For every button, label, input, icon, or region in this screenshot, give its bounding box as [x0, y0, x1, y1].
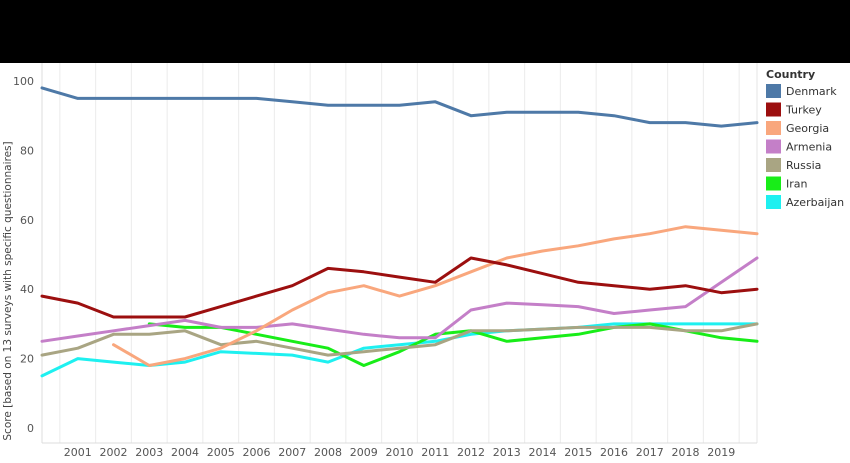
- line-chart: 0 20 40 60 80 100 2001 2002 2003 2004 2005 2006 2007…: [2, 63, 844, 459]
- legend-swatch-azerbaijan: [766, 195, 781, 209]
- series-line-russia[interactable]: [40, 322, 759, 357]
- x-tick-label: 2003: [135, 446, 163, 459]
- x-tick-label: 2014: [529, 446, 557, 459]
- x-tick-label: 2013: [493, 446, 521, 459]
- x-tick-label: 2006: [243, 446, 271, 459]
- series-line-georgia[interactable]: [112, 225, 759, 367]
- legend-swatch-iran: [766, 176, 781, 191]
- series-line-turkey[interactable]: [40, 256, 759, 319]
- legend-swatch-armenia: [766, 139, 781, 154]
- x-tick-label: 2005: [207, 446, 235, 459]
- legend-label-georgia: Georgia: [786, 122, 829, 135]
- x-tick-label: 2015: [564, 446, 592, 459]
- y-axis-label: Score [based on 13 surveys with specific…: [2, 141, 14, 440]
- y-tick-label: 80: [20, 144, 34, 157]
- x-tick-label: 2010: [386, 446, 414, 459]
- x-tick-label: 2001: [64, 446, 92, 459]
- x-tick-label: 2002: [100, 446, 128, 459]
- series-line-denmark[interactable]: [40, 86, 759, 128]
- x-tick-label: 2008: [314, 446, 342, 459]
- x-tick-label: 2019: [707, 446, 735, 459]
- legend-label-russia: Russia: [786, 159, 821, 172]
- x-tick-label: 2007: [278, 446, 306, 459]
- y-tick-label: 60: [20, 214, 34, 227]
- legend-label-turkey: Turkey: [785, 104, 822, 117]
- x-tick-label: 2012: [457, 446, 485, 459]
- x-tick-label: 2018: [672, 446, 700, 459]
- y-tick-label: 0: [27, 422, 34, 435]
- y-tick-label: 20: [20, 353, 34, 366]
- legend-label-denmark: Denmark: [786, 85, 837, 98]
- legend[interactable]: Country Denmark Turkey Georgia Armenia Russi…: [766, 68, 844, 209]
- x-tick-label: 2009: [350, 446, 378, 459]
- legend-swatch-georgia: [766, 121, 781, 135]
- series-layer: [40, 86, 759, 378]
- axis-layer: 0 20 40 60 80 100 2001 2002 2003 2004 2005 2006 2007…: [13, 63, 758, 459]
- y-tick-label: 40: [20, 283, 34, 296]
- legend-title: Country: [766, 68, 815, 81]
- x-tick-label: 2011: [421, 446, 449, 459]
- legend-swatch-turkey: [766, 102, 781, 117]
- legend-label-azerbaijan: Azerbaijan: [786, 196, 844, 209]
- legend-swatch-denmark: [766, 84, 781, 98]
- series-line-armenia[interactable]: [40, 256, 759, 343]
- x-tick-label: 2004: [171, 446, 199, 459]
- x-tick-label: 2017: [636, 446, 664, 459]
- legend-swatch-russia: [766, 158, 781, 172]
- y-tick-label: 100: [13, 75, 34, 88]
- legend-label-armenia: Armenia: [786, 141, 832, 154]
- chart-frame: 0 20 40 60 80 100 2001 2002 2003 2004 2005 2006 2007…: [0, 63, 850, 463]
- series-line-azerbaijan[interactable]: [40, 322, 759, 378]
- x-tick-label: 2016: [600, 446, 628, 459]
- legend-label-iran: Iran: [786, 178, 808, 191]
